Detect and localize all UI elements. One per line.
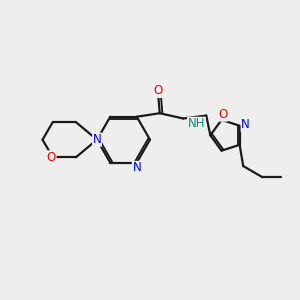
Text: N: N: [132, 161, 141, 174]
Text: N: N: [241, 118, 250, 131]
Text: NH: NH: [188, 117, 205, 130]
Text: O: O: [154, 84, 163, 97]
Text: O: O: [218, 108, 228, 121]
Text: O: O: [47, 151, 56, 164]
Text: N: N: [93, 133, 101, 146]
